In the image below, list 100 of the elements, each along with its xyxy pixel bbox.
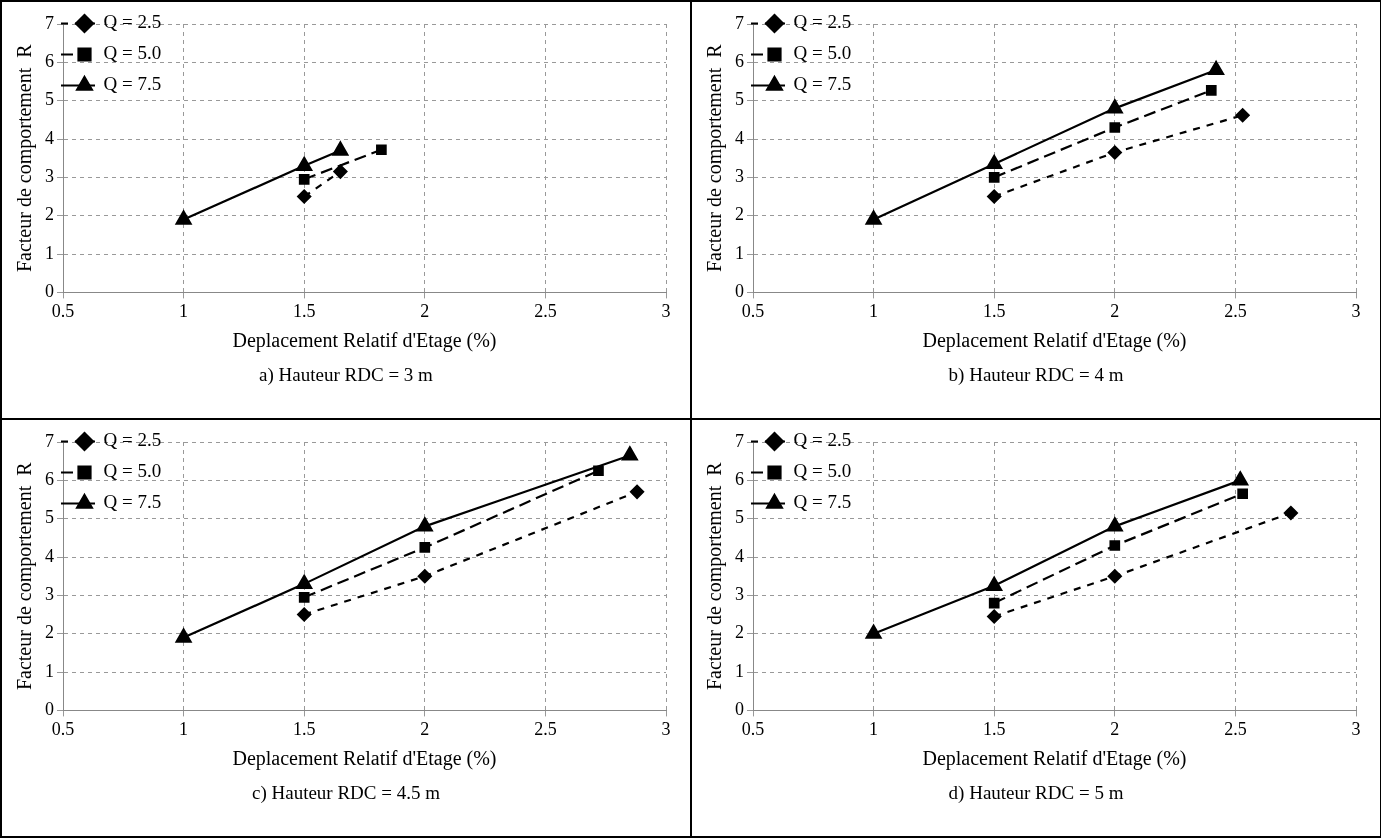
text: d) Hauteur RDC = 5 m <box>947 782 1125 804</box>
y-tick-label: 6 <box>735 51 744 72</box>
y-tick-label: 4 <box>45 545 54 566</box>
y-tick-label: 1 <box>735 660 744 681</box>
point <box>593 465 604 477</box>
text: a) Hauteur RDC = 3 m <box>258 364 434 386</box>
x-tick-label: 2 <box>420 300 430 321</box>
x-tick-label: 3 <box>661 300 671 321</box>
x-tick-label: 1 <box>869 300 879 321</box>
y-tick-label: 5 <box>735 507 744 528</box>
point <box>1208 60 1225 76</box>
y-tick-label: 6 <box>45 469 54 490</box>
point <box>175 628 192 643</box>
y-tick-label: 7 <box>735 430 744 451</box>
point <box>1107 145 1122 160</box>
point <box>1232 471 1249 486</box>
point <box>1237 488 1248 500</box>
y-tick-label: 6 <box>45 51 54 72</box>
x-tick-label: 2.5 <box>1224 718 1247 739</box>
legend-label: Q = 7.5 <box>103 491 162 513</box>
y-tick-label: 2 <box>735 204 744 225</box>
point <box>296 574 313 589</box>
y-tick-label: 1 <box>45 242 54 263</box>
x-axis-title: Deplacement Relatif d'Etage (%) <box>232 747 497 771</box>
text: c) Hauteur RDC = 4.5 m <box>251 782 441 804</box>
point <box>297 189 312 204</box>
point <box>987 189 1002 204</box>
x-axis-title: Deplacement Relatif d'Etage (%) <box>922 329 1187 353</box>
y-tick-label: 0 <box>45 281 54 302</box>
y-tick-label: 3 <box>735 584 744 605</box>
x-tick-label: 1.5 <box>292 718 316 739</box>
point <box>621 446 638 461</box>
x-tick-label: 3 <box>1351 300 1361 321</box>
x-tick-label: 2.5 <box>1224 300 1247 321</box>
legend-label: Q = 2.5 <box>103 429 162 451</box>
x-tick-label: 0.5 <box>51 718 75 739</box>
point <box>988 172 1000 183</box>
x-tick-label: 2 <box>1110 718 1120 739</box>
y-tick-label: 6 <box>735 469 744 490</box>
x-tick-label: 2.5 <box>534 718 557 739</box>
y-tick-label: 4 <box>45 127 54 148</box>
x-axis-title: Deplacement Relatif d'Etage (%) <box>922 747 1187 771</box>
legend-label: Q = 7.5 <box>103 73 162 95</box>
x-tick-label: 1.5 <box>292 300 316 321</box>
point <box>1109 122 1121 133</box>
point <box>298 173 310 185</box>
x-tick-label: 1.5 <box>982 300 1006 321</box>
point <box>298 591 310 603</box>
legend-label: Q = 2.5 <box>793 429 852 451</box>
x-tick-label: 2 <box>420 718 430 739</box>
point <box>1283 505 1298 521</box>
point <box>417 569 432 584</box>
point <box>1109 540 1121 551</box>
point <box>376 144 387 156</box>
y-tick-label: 3 <box>735 166 744 187</box>
x-tick-label: 2.5 <box>534 300 557 321</box>
point <box>297 607 312 622</box>
point <box>987 609 1002 624</box>
legend-label: Q = 2.5 <box>103 11 162 33</box>
point <box>1235 108 1250 123</box>
x-tick-label: 1 <box>179 300 189 321</box>
y-tick-label: 0 <box>45 699 54 720</box>
y-axis-title: Facteur de comportement R <box>13 461 37 691</box>
legend-label: Q = 5.0 <box>793 42 852 64</box>
point <box>175 210 192 225</box>
y-tick-label: 2 <box>45 622 54 643</box>
y-tick-label: 4 <box>735 545 744 566</box>
y-tick-label: 1 <box>45 660 54 681</box>
x-tick-label: 1 <box>869 718 879 739</box>
point <box>986 154 1003 170</box>
text: b) Hauteur RDC = 4 m <box>947 364 1125 386</box>
x-tick-label: 0.5 <box>741 300 765 321</box>
y-tick-label: 5 <box>45 89 54 110</box>
point <box>416 517 433 532</box>
legend-label: Q = 5.0 <box>103 460 162 482</box>
y-tick-label: 5 <box>735 89 744 110</box>
legend-label: Q = 7.5 <box>793 73 852 95</box>
legend-label: Q = 2.5 <box>793 11 852 33</box>
y-tick-label: 0 <box>735 699 744 720</box>
point <box>988 597 1000 609</box>
point <box>1107 569 1122 584</box>
x-axis-title: Deplacement Relatif d'Etage (%) <box>232 329 497 353</box>
y-tick-label: 3 <box>45 584 54 605</box>
legend-label: Q = 5.0 <box>793 460 852 482</box>
y-axis-title: Facteur de comportement R <box>703 461 727 691</box>
y-tick-label: 7 <box>735 12 744 33</box>
y-tick-label: 1 <box>735 242 744 263</box>
y-axis-title: Facteur de comportement R <box>13 43 37 273</box>
x-tick-label: 0.5 <box>741 718 765 739</box>
y-tick-label: 2 <box>45 204 54 225</box>
y-tick-label: 0 <box>735 281 744 302</box>
x-tick-label: 0.5 <box>51 300 75 321</box>
point <box>419 542 431 553</box>
y-tick-label: 7 <box>45 12 54 33</box>
x-tick-label: 2 <box>1110 300 1120 321</box>
point <box>333 164 348 179</box>
x-tick-label: 3 <box>1351 718 1361 739</box>
point <box>629 484 645 499</box>
x-tick-label: 1.5 <box>982 718 1006 739</box>
point <box>1205 84 1217 96</box>
